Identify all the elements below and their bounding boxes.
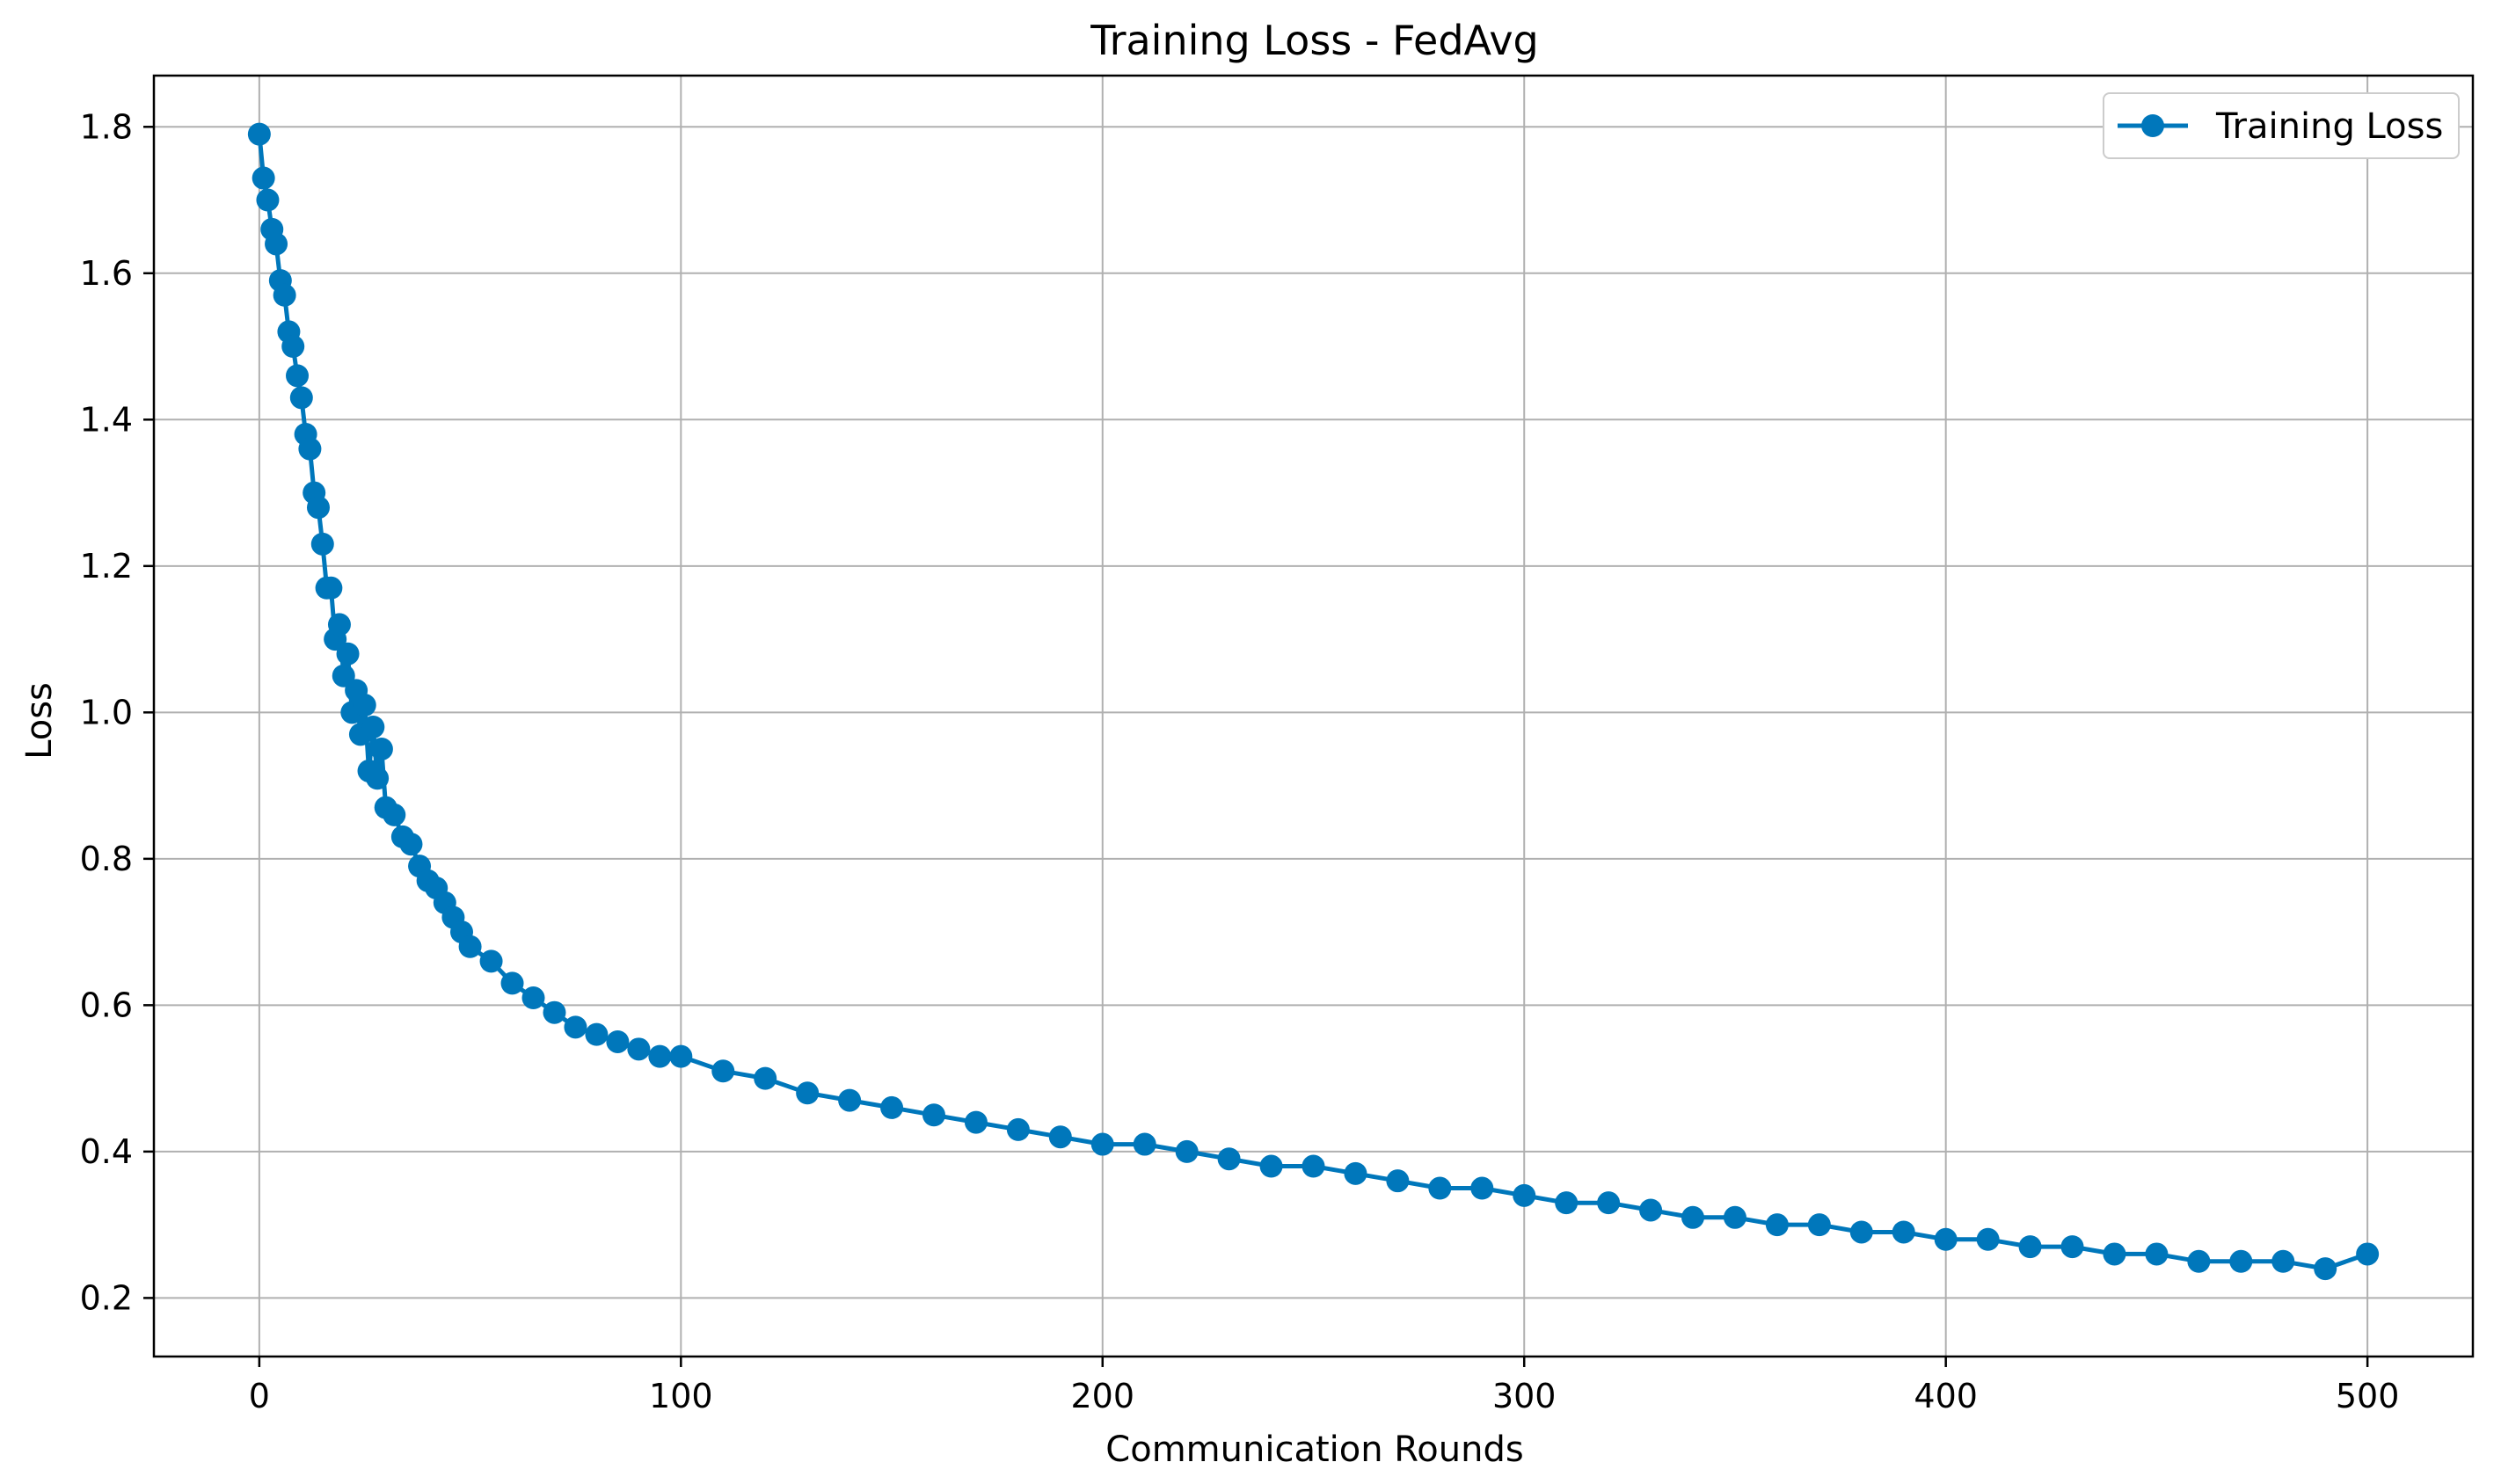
data-point — [2060, 1235, 2084, 1259]
data-point — [366, 767, 390, 790]
data-point — [543, 1000, 566, 1024]
data-point — [964, 1110, 988, 1134]
data-point — [585, 1022, 609, 1046]
data-point — [1428, 1176, 1452, 1200]
data-point — [1934, 1227, 1958, 1251]
x-tick-label: 500 — [2336, 1377, 2400, 1415]
y-tick-label: 1.0 — [80, 693, 133, 731]
legend: Training Loss — [2103, 92, 2460, 159]
data-point — [383, 803, 406, 826]
x-tick-label: 200 — [1071, 1377, 1135, 1415]
y-tick-label: 0.2 — [80, 1278, 133, 1317]
legend-marker-swatch — [2141, 114, 2164, 137]
x-tick-label: 400 — [1914, 1377, 1978, 1415]
data-point — [252, 166, 275, 190]
legend-label: Training Loss — [2215, 106, 2443, 147]
x-axis-label: Communication Rounds — [1105, 1429, 1523, 1470]
data-point — [327, 613, 351, 637]
data-point — [1048, 1125, 1072, 1149]
data-point — [1133, 1132, 1156, 1156]
y-tick-label: 0.6 — [80, 986, 133, 1024]
data-point — [353, 694, 376, 717]
data-point — [265, 232, 288, 256]
data-point — [796, 1081, 820, 1105]
data-point — [247, 122, 271, 146]
data-point — [648, 1044, 672, 1068]
data-point — [2314, 1257, 2337, 1281]
data-point — [1892, 1220, 1915, 1244]
data-point — [256, 188, 280, 212]
legend-box — [2103, 92, 2460, 159]
data-point — [369, 737, 393, 760]
data-point — [289, 386, 313, 410]
data-point — [479, 949, 503, 973]
data-point — [281, 335, 305, 359]
data-point — [627, 1037, 651, 1061]
data-point — [1555, 1191, 1579, 1215]
data-point — [1090, 1132, 1114, 1156]
plot-frame — [152, 74, 2475, 1358]
data-point — [1597, 1191, 1621, 1215]
series-layer — [247, 122, 2380, 1281]
data-point — [1470, 1176, 1494, 1200]
data-point — [310, 532, 334, 556]
data-point — [1175, 1139, 1199, 1163]
x-axis-ticks: 0 100 200 300 400 500 — [249, 1357, 2400, 1415]
data-point — [399, 833, 423, 856]
data-point — [2187, 1249, 2211, 1273]
data-point — [669, 1044, 693, 1068]
data-point — [1259, 1154, 1283, 1178]
data-point — [2356, 1242, 2380, 1266]
data-point — [754, 1066, 777, 1090]
data-point — [922, 1103, 945, 1127]
data-point — [1976, 1227, 2000, 1251]
chart-title: Training Loss - FedAvg — [1090, 17, 1539, 64]
x-tick-label: 0 — [249, 1377, 270, 1415]
data-point — [286, 364, 310, 388]
data-point — [1681, 1205, 1705, 1229]
data-point — [1386, 1169, 1410, 1193]
data-point — [2271, 1249, 2295, 1273]
y-tick-label: 1.2 — [80, 547, 133, 586]
x-tick-label: 100 — [649, 1377, 713, 1415]
data-point — [880, 1095, 904, 1119]
data-point — [2103, 1242, 2126, 1266]
y-tick-label: 0.4 — [80, 1132, 133, 1171]
data-point — [2229, 1249, 2253, 1273]
data-point — [500, 971, 524, 995]
y-axis-ticks: 0.2 0.4 0.6 0.8 1.0 1.2 1.4 1.6 1.8 — [80, 107, 154, 1317]
data-point — [564, 1015, 587, 1039]
data-point — [1006, 1117, 1030, 1141]
x-tick-label: 300 — [1492, 1377, 1557, 1415]
y-tick-label: 1.6 — [80, 254, 133, 293]
data-point — [1513, 1183, 1536, 1207]
data-point — [273, 283, 296, 307]
data-point — [1723, 1205, 1746, 1229]
y-tick-label: 0.8 — [80, 840, 133, 878]
data-point — [1849, 1220, 1873, 1244]
data-point — [521, 986, 545, 1010]
data-point — [1807, 1213, 1831, 1237]
data-point — [298, 437, 322, 461]
data-point — [1639, 1198, 1663, 1222]
data-point — [606, 1029, 630, 1053]
data-point — [1765, 1213, 1789, 1237]
data-point — [838, 1088, 862, 1112]
data-point — [2018, 1235, 2042, 1259]
data-point — [306, 496, 330, 520]
data-point — [2145, 1242, 2169, 1266]
y-tick-label: 1.8 — [80, 107, 133, 146]
data-point — [711, 1059, 735, 1083]
data-point — [336, 642, 360, 666]
y-axis-label: Loss — [19, 682, 60, 760]
data-point — [458, 935, 482, 958]
data-point — [1302, 1154, 1325, 1178]
data-point — [1217, 1147, 1241, 1171]
y-tick-label: 1.4 — [80, 400, 133, 439]
data-point — [361, 715, 385, 738]
data-point — [319, 576, 343, 600]
data-point — [1344, 1161, 1367, 1185]
